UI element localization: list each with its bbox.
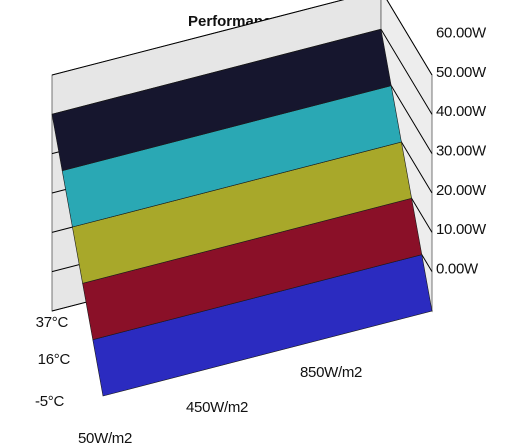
surface-series — [51, 28, 433, 397]
y-tick-label: 37°C — [36, 314, 69, 331]
z-tick-label: 20.00W — [436, 182, 487, 199]
x-tick-label: 850W/m2 — [300, 364, 362, 381]
z-tick-label: 10.00W — [436, 221, 487, 238]
x-tick-label: 50W/m2 — [78, 430, 132, 447]
z-tick-label: 0.00W — [436, 261, 479, 278]
y-tick-label: -5°C — [35, 393, 64, 410]
gridline — [51, 0, 433, 76]
surface-band-5 — [51, 28, 392, 172]
y-axis-ticks: -5°C 16°C 37°C — [35, 314, 71, 410]
z-tick-label: 60.00W — [436, 25, 487, 42]
z-axis-ticks: 0.00W 10.00W 20.00W 30.00W 40.00W 50.00W 60.00… — [436, 25, 487, 278]
x-tick-label: 450W/m2 — [186, 399, 248, 416]
z-tick-label: 40.00W — [436, 103, 487, 120]
x-axis-ticks: 50W/m2 450W/m2 850W/m2 — [78, 364, 362, 447]
z-tick-label: 50.00W — [436, 64, 487, 81]
y-tick-label: 16°C — [38, 351, 71, 368]
z-tick-label: 30.00W — [436, 143, 487, 160]
